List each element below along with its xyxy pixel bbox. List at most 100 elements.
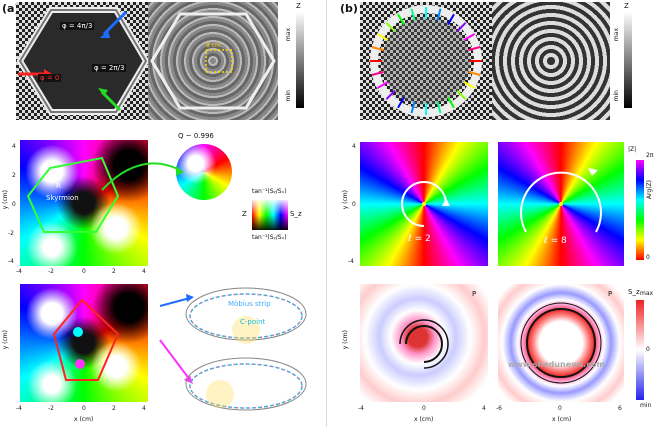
sz-colorbar: [636, 300, 644, 400]
panel-b-letter: (b): [340, 2, 358, 15]
skyrmion-sphere: [176, 144, 232, 200]
ring-arrow: [468, 70, 481, 76]
ring-arrow: [456, 89, 467, 100]
arg-colorbar: [636, 160, 644, 260]
concentric-ring-pattern: [492, 2, 610, 120]
ring-arrow: [463, 33, 475, 41]
x-tick: -6: [496, 405, 502, 412]
sz-label: S_z: [628, 288, 640, 296]
ring-arrow: [377, 33, 389, 41]
ring-arrow: [397, 96, 405, 109]
ring-arrow: [447, 96, 455, 109]
z-max-label-a: max: [285, 28, 292, 42]
vortex-l8-map: ℓ = 8: [498, 142, 624, 266]
y-tick: 0: [12, 201, 16, 208]
x-axis-label-b-left: x (cm): [414, 416, 434, 423]
legend-bottom-label: tan⁻¹(Sᵧ/Sₓ): [252, 234, 287, 241]
x-tick: -4: [16, 405, 22, 412]
ring-arrow: [436, 8, 442, 21]
x-axis-label-a: x (cm): [74, 416, 94, 423]
arrow-ring: [370, 5, 482, 117]
z-colorbar-b: [624, 12, 632, 108]
y-tick: -4: [8, 258, 14, 265]
abs-z-label: |Z|: [628, 146, 637, 153]
ring-arrow: [377, 81, 389, 89]
y-tick: 4: [352, 143, 356, 150]
ring-arrow: [371, 70, 384, 76]
ring-arrow: [447, 13, 455, 26]
phi-2pi3-label: φ = 2π/3: [92, 64, 127, 72]
z-min-label-b: min: [613, 90, 620, 102]
polarization-map: S: [20, 284, 148, 402]
watermark: www.shedunews.com: [508, 360, 605, 369]
interference-pattern-image: 8 cm: [148, 2, 278, 120]
p-label-left: P: [472, 290, 477, 298]
x-tick: 0: [558, 405, 562, 412]
ring-arrow: [468, 46, 481, 52]
phi-4pi3-label: φ = 4π/3: [60, 22, 95, 30]
x-tick: -4: [358, 405, 364, 412]
y-tick: 4: [12, 143, 16, 150]
color-legend-square: [252, 200, 288, 230]
sz-zero-label: 0: [646, 346, 650, 353]
skyrmion-map: R Skyrmion: [20, 140, 148, 266]
l2-label: ℓ = 2: [408, 234, 431, 244]
panel-divider: [326, 0, 327, 427]
ring-arrow: [436, 101, 442, 114]
x-axis-label-b-right: x (cm): [552, 416, 572, 423]
l8-label: ℓ = 8: [544, 236, 567, 246]
y-tick: -2: [8, 230, 14, 237]
legend-sz-label: S_z: [290, 210, 302, 218]
panel-a-letter: (a): [2, 2, 20, 15]
x-tick: 2: [112, 405, 116, 412]
x-tick: -2: [48, 405, 54, 412]
z-colorbar-a-label: Z: [296, 2, 301, 10]
x-tick: 0: [422, 405, 426, 412]
z-max-label-b: max: [613, 28, 620, 42]
x-tick: 6: [618, 405, 622, 412]
q-value-label: Q ~ 0.996: [178, 132, 214, 140]
vortex-l2-map: ℓ = 2: [360, 142, 488, 266]
mobius-strip-diagram: [159, 287, 307, 411]
z-colorbar-b-label: Z: [624, 2, 629, 10]
mobius-strip-label: Möbius strip: [228, 300, 271, 308]
z-colorbar-a: [296, 12, 304, 108]
sz-min-label: min: [640, 402, 652, 409]
legend-z-label: Z: [242, 210, 247, 218]
spin-field-map-left: P: [360, 284, 488, 402]
sphere-arrow: [101, 162, 184, 191]
ring-arrow: [456, 22, 467, 33]
y-axis-label-b1: y (cm): [342, 190, 349, 210]
skyrmion-label: Skyrmion: [46, 194, 79, 202]
z-min-label-a: min: [285, 90, 292, 102]
ring-arrow: [410, 8, 416, 21]
ring-arrow: [397, 13, 405, 26]
hexagon-wave-image: φ = 4π/3 φ = 0 φ = 2π/3: [16, 2, 148, 120]
arg-bottom-label: 0: [646, 254, 650, 261]
sz-max-label: max: [640, 290, 654, 297]
ring-arrow: [385, 22, 396, 33]
x-tick: 0: [82, 405, 86, 412]
ring-arrow: [385, 89, 396, 100]
arg-label: Arg(Z): [646, 180, 653, 200]
y-tick: 0: [352, 201, 356, 208]
c-point-label: C-point: [240, 318, 266, 326]
y-axis-label-a1: y (cm): [2, 190, 9, 210]
x-tick: 4: [142, 268, 146, 275]
r-label: R: [56, 182, 61, 190]
y-axis-label-a2: y (cm): [2, 330, 9, 350]
phi-0-label: φ = 0: [38, 74, 62, 82]
p-label-right: P: [608, 290, 613, 298]
legend-top-label: tan⁻¹(Sᵧ/Sₓ): [252, 188, 287, 195]
y-tick: -4: [348, 258, 354, 265]
x-tick: 0: [82, 268, 86, 275]
x-tick: 4: [142, 405, 146, 412]
x-tick: -4: [16, 268, 22, 275]
spin-field-map-right: P www.shedunews.com: [498, 284, 624, 402]
x-tick: 4: [482, 405, 486, 412]
x-tick: -2: [48, 268, 54, 275]
circular-ring-image: [360, 2, 492, 120]
scale-label: 8 cm: [206, 42, 221, 49]
y-tick: 2: [12, 172, 16, 179]
ring-arrow: [463, 81, 475, 89]
